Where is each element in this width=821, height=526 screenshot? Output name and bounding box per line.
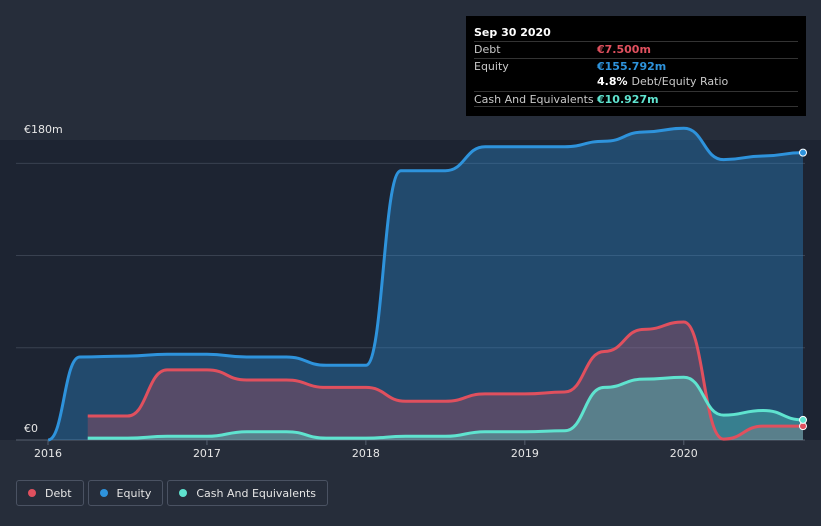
equity-line — [47, 126, 804, 442]
tooltip-equity-value: €155.792m — [597, 59, 667, 73]
cash-area — [87, 377, 804, 440]
tooltip-ratio-label: Debt/Equity Ratio — [631, 75, 729, 88]
x-tick-label: 2019 — [511, 447, 539, 460]
legend-debt-label: Debt — [45, 486, 72, 500]
tooltip-debt-label: Debt — [474, 43, 501, 56]
equity-legend-dot-icon — [99, 489, 108, 497]
y-bottom-label: €0 — [24, 422, 38, 435]
debt-legend-dot-icon — [28, 489, 36, 497]
gridlines — [16, 162, 805, 441]
x-tick-label: 2020 — [670, 447, 698, 460]
tooltip-debt-row: Debt €7.500m — [474, 41, 798, 58]
plot-background — [0, 140, 821, 440]
end-markers — [799, 148, 807, 431]
chart-legend: Debt Equity Cash And Equivalents — [16, 480, 328, 506]
tooltip-cash-label: Cash And Equivalents — [474, 92, 594, 106]
legend-equity-label: Equity — [116, 486, 152, 500]
legend-item-equity[interactable]: Equity — [87, 480, 164, 506]
x-tick-label: 2016 — [34, 447, 62, 460]
tooltip-cash-value: €10.927m — [597, 92, 659, 106]
equity-end-marker — [799, 148, 807, 157]
tooltip-equity-label: Equity — [474, 59, 509, 73]
x-axis-ticks: 2016 2017 2018 2019 2020 — [34, 440, 698, 460]
x-tick-label: 2017 — [193, 447, 221, 460]
y-top-label: €180m — [24, 123, 63, 136]
cash-legend-dot-icon — [179, 489, 188, 497]
legend-cash-label: Cash And Equivalents — [196, 486, 316, 500]
legend-item-debt[interactable]: Debt — [16, 480, 84, 506]
x-tick-label: 2018 — [352, 447, 380, 460]
cash-end-marker — [799, 415, 807, 424]
data-tooltip: Sep 30 2020 Debt €7.500m Equity €155.792… — [466, 16, 806, 116]
tooltip-debt-value: €7.500m — [597, 43, 651, 56]
debt-area — [87, 321, 804, 440]
series-lines — [47, 126, 804, 442]
tooltip-date: Sep 30 2020 — [474, 26, 551, 39]
legend-item-cash[interactable]: Cash And Equivalents — [167, 480, 328, 506]
tooltip-cash-row: Cash And Equivalents €10.927m — [474, 90, 798, 107]
tooltip-ratio-value: 4.8% — [597, 75, 628, 88]
debt-line — [87, 320, 803, 441]
tooltip-equity-row: Equity €155.792m — [474, 57, 798, 75]
equity-area — [48, 128, 803, 441]
cash-line — [87, 375, 804, 440]
tooltip-ratio-row: 4.8% Debt/Equity Ratio — [474, 74, 798, 91]
series-areas — [48, 128, 804, 441]
